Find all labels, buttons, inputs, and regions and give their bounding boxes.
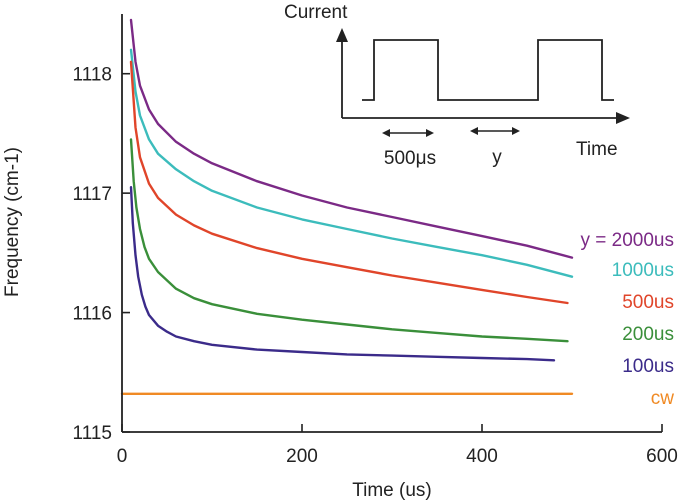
series-line-y-2000us <box>129 18 574 259</box>
series-label: y = 2000us <box>581 230 675 251</box>
inset-time-label: Time <box>576 139 618 160</box>
x-tick-label: 200 <box>286 446 318 467</box>
plot-area <box>120 18 574 395</box>
series-line-500us <box>129 60 569 305</box>
series-line-1000us <box>129 48 574 278</box>
inset-pulse-waveform <box>362 39 614 101</box>
x-tick-label: 0 <box>117 446 128 467</box>
inset-x-arrowhead <box>616 112 630 124</box>
y-tick-label: 1118 <box>73 65 112 86</box>
pulse-width-arrow <box>382 129 434 137</box>
y-tick-label: 1115 <box>73 423 112 444</box>
series-label: 500us <box>622 292 674 313</box>
series-label: 1000us <box>612 260 674 281</box>
series-line-200us <box>129 138 569 343</box>
pulse-inset: Current 500μs y Time <box>284 2 630 169</box>
y-ticks: 1115 1116 1117 1118 <box>73 65 130 444</box>
series-labels: y = 2000us 1000us 500us 200us 100us cw <box>581 230 675 409</box>
y-axis-label: Frequency (cm-1) <box>2 147 23 297</box>
x-tick-label: 600 <box>646 446 678 467</box>
inset-y-arrowhead <box>336 28 348 42</box>
series-label: 100us <box>622 356 674 377</box>
inset-current-label: Current <box>284 2 348 23</box>
gap-arrow <box>470 127 520 135</box>
series-line-100us <box>129 185 556 362</box>
x-tick-label: 400 <box>466 446 498 467</box>
x-ticks: 0 200 400 600 <box>117 424 678 467</box>
y-tick-label: 1116 <box>73 304 112 325</box>
inset-pulse-label: 500μs <box>384 148 436 169</box>
y-tick-label: 1117 <box>73 184 112 205</box>
inset-gap-label: y <box>492 147 502 168</box>
series-label: 200us <box>622 324 674 345</box>
x-axis-label: Time (us) <box>352 480 432 501</box>
series-label: cw <box>651 388 675 409</box>
